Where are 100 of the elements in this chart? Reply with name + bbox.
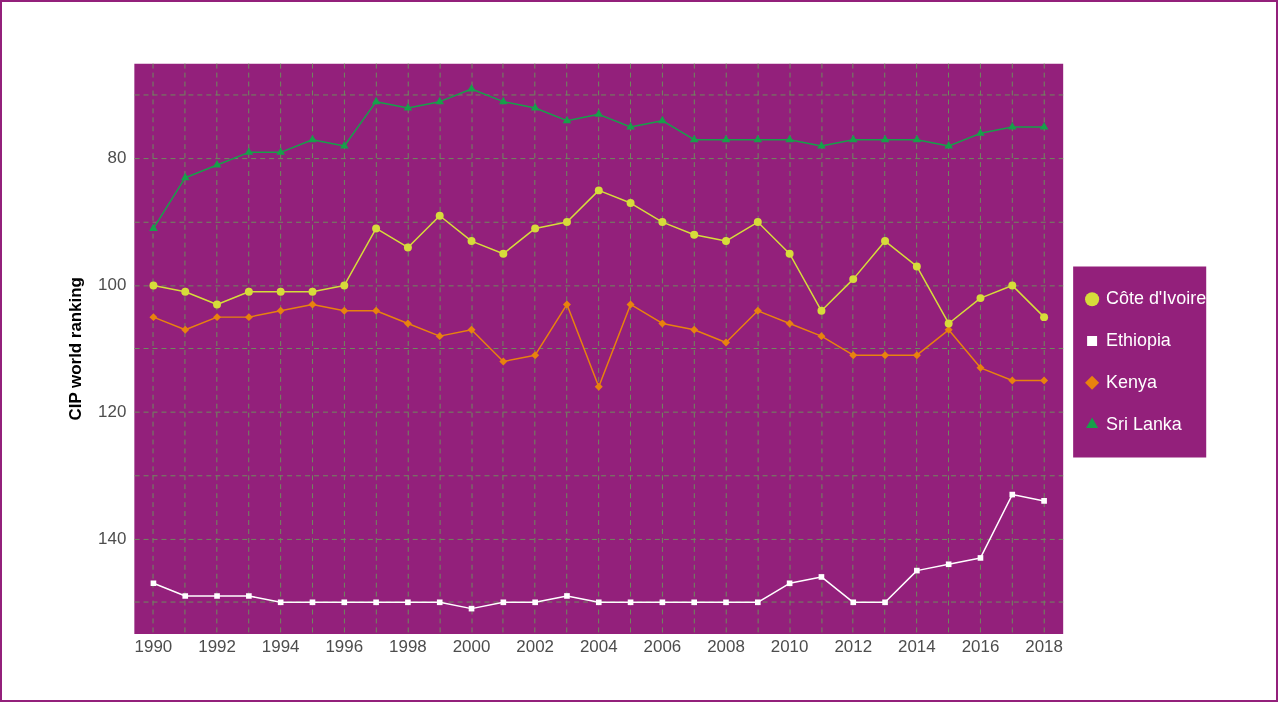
point	[849, 275, 858, 284]
x-tick-label: 1998	[389, 636, 427, 656]
x-tick-label: 2002	[516, 636, 554, 656]
point	[467, 325, 476, 334]
point	[403, 319, 412, 328]
point	[1040, 313, 1049, 322]
point	[435, 332, 444, 341]
point	[976, 128, 985, 136]
point	[658, 218, 667, 227]
point	[658, 319, 667, 328]
point	[372, 224, 381, 233]
point	[753, 134, 763, 143]
point	[912, 134, 922, 143]
point	[340, 281, 349, 290]
point	[562, 115, 572, 124]
point	[246, 593, 252, 599]
point	[786, 580, 793, 587]
y-tick-label: 140	[98, 528, 127, 548]
point	[150, 580, 157, 587]
point	[722, 237, 730, 246]
point	[467, 84, 476, 92]
x-tick-label: 2006	[643, 636, 682, 656]
point	[181, 287, 190, 296]
point	[244, 287, 253, 296]
point	[213, 300, 222, 309]
point	[564, 593, 570, 599]
y-tick-label: 120	[98, 401, 127, 421]
point	[659, 599, 666, 606]
point	[627, 599, 634, 606]
point	[594, 109, 604, 117]
x-tick-label: 1994	[261, 636, 300, 656]
x-tick-label: 1992	[198, 636, 236, 656]
point	[691, 599, 698, 606]
point	[881, 351, 890, 360]
y-tick-label: 80	[107, 148, 127, 168]
point	[1040, 376, 1049, 385]
point	[1009, 491, 1016, 498]
point	[309, 599, 316, 606]
point	[848, 134, 858, 143]
point	[722, 338, 730, 347]
legend-label: Sri Lanka	[1106, 413, 1182, 434]
point	[976, 294, 985, 303]
point	[881, 237, 890, 246]
point	[785, 319, 794, 328]
point	[149, 313, 158, 322]
point	[818, 574, 825, 580]
x-tick-label: 2008	[707, 636, 745, 656]
point	[308, 300, 317, 309]
point	[785, 249, 794, 258]
point	[723, 599, 729, 606]
point	[944, 141, 953, 149]
point	[276, 287, 285, 296]
x-tick-label: 2016	[961, 636, 1000, 656]
point	[753, 218, 762, 227]
point	[436, 599, 443, 606]
point	[499, 249, 508, 258]
y-axis-title: CIP world ranking	[65, 277, 85, 421]
legend-label: Côte d'Ivoire	[1106, 288, 1207, 309]
point	[880, 134, 890, 143]
point	[753, 306, 762, 315]
point	[212, 160, 222, 168]
x-tick-label: 2000	[452, 636, 491, 656]
point	[914, 567, 920, 574]
x-tick-label: 2012	[834, 636, 873, 656]
point	[1041, 498, 1047, 504]
point	[435, 96, 445, 105]
point	[373, 599, 379, 606]
point	[562, 300, 571, 309]
point	[945, 561, 952, 568]
point	[149, 223, 158, 231]
point	[371, 96, 381, 105]
point	[500, 599, 507, 606]
x-tick-label: 2014	[898, 636, 936, 656]
point	[754, 599, 761, 606]
point	[594, 186, 603, 195]
point	[499, 96, 508, 105]
point	[850, 599, 857, 606]
x-tick-label: 1990	[134, 636, 173, 656]
point	[1008, 376, 1017, 385]
point	[403, 243, 412, 252]
point	[276, 147, 285, 155]
point	[180, 172, 190, 181]
point	[912, 262, 921, 271]
point	[181, 325, 190, 334]
point	[149, 281, 158, 290]
point	[405, 599, 411, 606]
point	[658, 115, 667, 124]
point	[594, 382, 603, 391]
legend-label: Ethiopia	[1106, 330, 1171, 350]
x-tick-label: 2004	[579, 636, 618, 656]
point	[785, 134, 794, 143]
legend-label: Kenya	[1106, 371, 1157, 392]
point	[244, 147, 254, 155]
point	[531, 224, 540, 233]
point	[276, 306, 285, 315]
point	[689, 134, 699, 143]
point	[308, 134, 317, 143]
x-tick-label: 2018	[1025, 636, 1063, 656]
point	[339, 141, 349, 149]
point	[341, 599, 348, 606]
